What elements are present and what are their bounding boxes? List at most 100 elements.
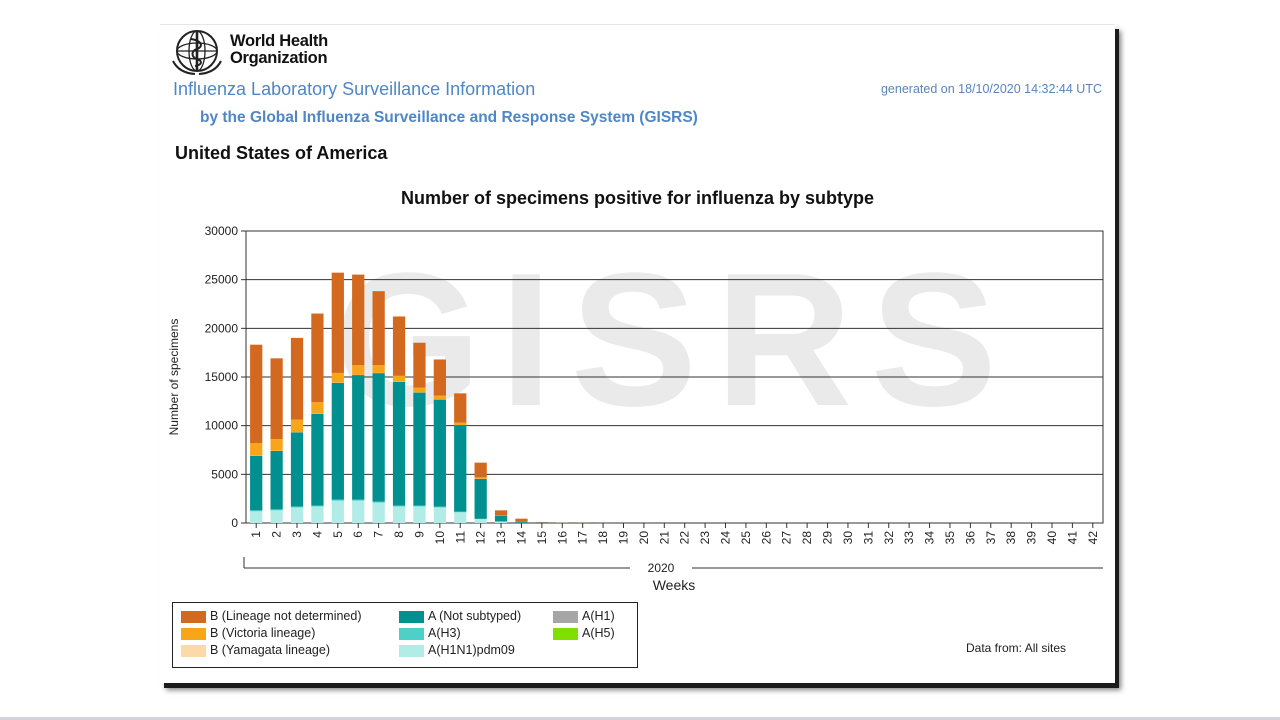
- bar-segment: [474, 477, 487, 479]
- bar-segment: [474, 519, 487, 523]
- plot-frame: [245, 230, 1104, 524]
- bar-segment: [311, 413, 324, 506]
- bar-segment: [372, 501, 385, 503]
- bar-segment: [290, 507, 304, 523]
- y-tick-label: 0: [231, 516, 238, 530]
- bar-segment: [392, 506, 406, 523]
- x-tick-label: 2: [270, 531, 284, 538]
- x-tick-label: 1: [249, 531, 263, 538]
- bar-segment: [270, 509, 283, 511]
- x-tick-label: 20: [637, 531, 651, 545]
- x-tick-label: 21: [657, 531, 671, 545]
- bar-segment: [454, 425, 467, 512]
- bar-segment: [270, 510, 283, 523]
- bar-segment: [413, 506, 426, 523]
- bar-segment: [413, 387, 426, 393]
- x-tick-label: 9: [412, 531, 426, 538]
- x-tick-label: 42: [1086, 531, 1100, 545]
- bar-segment: [433, 395, 446, 400]
- who-logo-icon: [172, 30, 222, 75]
- country-name: United States of America: [175, 143, 388, 163]
- legend-swatch: [399, 611, 424, 623]
- bar-segment: [515, 518, 528, 522]
- bar-segment: [352, 375, 365, 500]
- x-tick-label: 22: [678, 531, 692, 545]
- bar-segment: [454, 393, 467, 423]
- legend-label: B (Lineage not determined): [210, 609, 362, 623]
- bottom-edge: [0, 717, 1280, 720]
- x-tick-label: 37: [984, 531, 998, 545]
- bar-segment: [392, 505, 406, 507]
- x-tick-label: 7: [372, 531, 386, 538]
- bar-segment: [494, 515, 508, 522]
- x-tick-label: 11: [453, 531, 467, 544]
- bar-segment: [454, 511, 467, 513]
- y-tick-label: 15000: [205, 370, 239, 384]
- x-tick-label: 23: [698, 531, 712, 545]
- bar-segment: [352, 274, 365, 366]
- x-tick-label: 19: [616, 531, 630, 545]
- bar-segment: [250, 510, 263, 512]
- x-tick-label: 29: [821, 531, 835, 545]
- bar-segment: [331, 272, 344, 373]
- x-tick-label: 3: [290, 531, 304, 538]
- org-line-2: Organization: [230, 49, 328, 67]
- report-subtitle: by the Global Influenza Surveillance and…: [200, 109, 698, 126]
- org-line-1: World Health: [230, 32, 328, 50]
- x-axis-title: Weeks: [653, 577, 696, 593]
- bar-segment: [270, 450, 283, 510]
- y-tick-label: 20000: [205, 321, 239, 335]
- bar-segment: [290, 432, 304, 507]
- bar-segment: [352, 500, 365, 523]
- x-tick-label: 38: [1004, 531, 1018, 545]
- bar-segment: [433, 507, 446, 523]
- bar-segment: [290, 419, 304, 433]
- legend-swatch: [399, 628, 424, 640]
- y-tick-label: 5000: [211, 467, 238, 481]
- x-tick-label: 18: [596, 531, 610, 545]
- legend-swatch: [181, 645, 206, 657]
- bar-segment: [331, 499, 344, 501]
- bar-segment: [290, 337, 304, 420]
- bar-segment: [250, 511, 263, 523]
- bar-segment: [413, 505, 426, 507]
- chart-title: Number of specimens positive for influen…: [400, 188, 875, 208]
- legend-label: A(H1N1)pdm09: [428, 643, 515, 657]
- x-tick-label: 12: [474, 531, 488, 545]
- x-tick-label: 4: [310, 531, 324, 538]
- bar-segment: [331, 372, 344, 383]
- data-source-note: Data from: All sites: [966, 641, 1067, 655]
- who-wordmark: World Health Organization: [230, 33, 328, 67]
- x-tick-label: 33: [902, 531, 916, 545]
- legend-label: A(H3): [428, 626, 461, 640]
- legend-swatch: [399, 645, 424, 657]
- bar-segment: [250, 455, 263, 511]
- legend-label: B (Victoria lineage): [210, 626, 316, 640]
- bar-segment: [515, 521, 528, 523]
- bar-segment: [290, 506, 304, 508]
- bar-segment: [270, 358, 283, 440]
- bar-segment: [311, 505, 324, 507]
- x-tick-label: 27: [780, 531, 794, 545]
- y-axis-title: Number of specimens: [167, 319, 181, 436]
- x-tick-label: 5: [331, 531, 345, 538]
- bar-segment: [433, 506, 446, 508]
- bar-segment: [250, 344, 263, 443]
- x-tick-label: 30: [841, 531, 855, 545]
- report-sheet: World Health Organization Influenza Labo…: [160, 24, 1115, 683]
- y-tick-label: 10000: [205, 419, 239, 433]
- bar-segment: [270, 439, 283, 451]
- x-tick-label: 32: [882, 531, 896, 545]
- bar-segment: [250, 442, 263, 456]
- bar-segment: [311, 402, 324, 414]
- legend-swatch: [181, 628, 206, 640]
- legend-label: A(H1): [582, 609, 615, 623]
- bar-segment: [454, 512, 467, 523]
- bar-segment: [372, 373, 385, 502]
- y-tick-label: 25000: [205, 273, 239, 287]
- bar-segment: [311, 506, 324, 523]
- x-tick-label: 8: [392, 531, 406, 538]
- bar-segment: [433, 359, 446, 396]
- bar-segment: [392, 316, 406, 376]
- bar-segment: [413, 342, 426, 388]
